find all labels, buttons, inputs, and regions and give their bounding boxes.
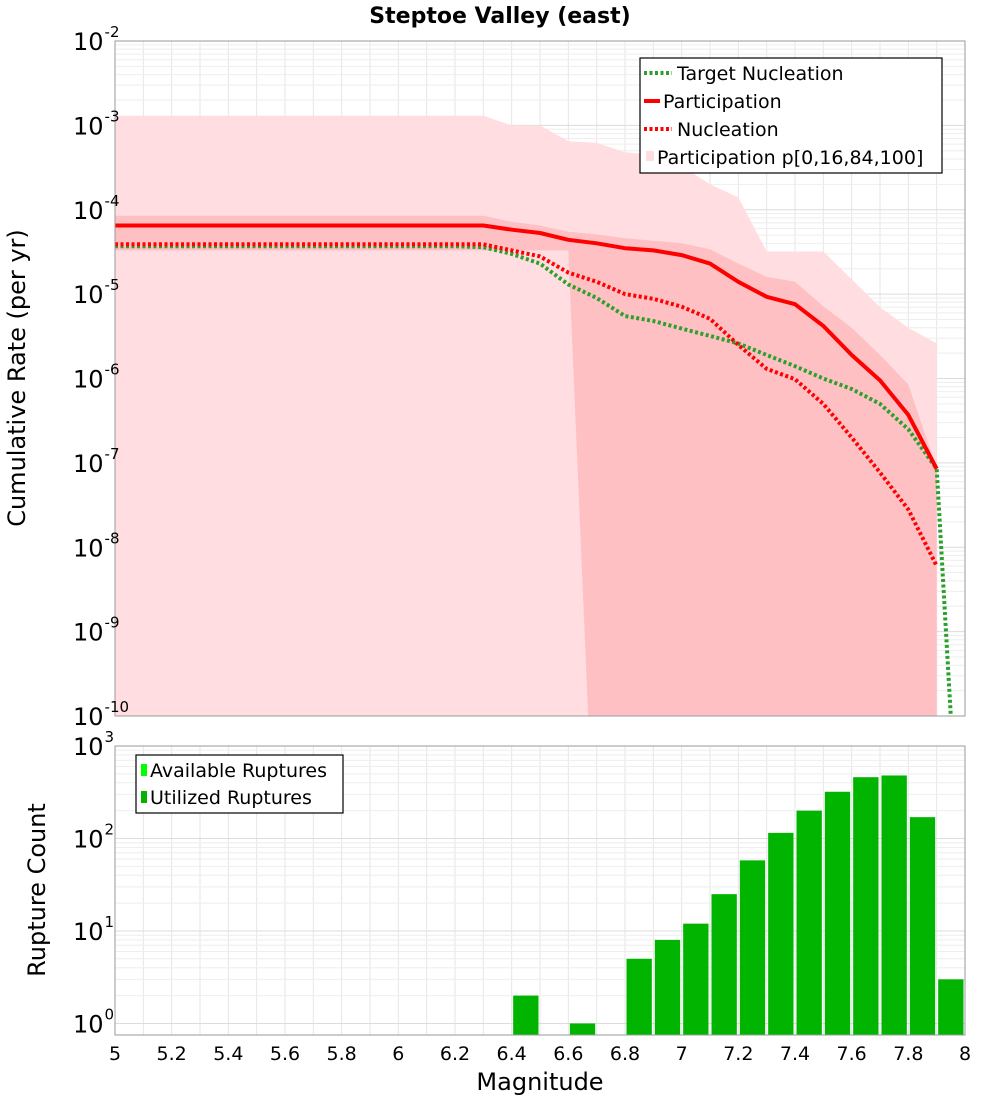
rate-y-tick-label: 10-7: [73, 445, 120, 478]
x-tick-label: 8: [959, 1043, 971, 1065]
count-y-tick-label: 103: [73, 728, 114, 761]
rate-legend: Target Nucleation Participation Nucleati…: [639, 57, 943, 174]
x-tick-label: 5.8: [327, 1043, 357, 1065]
rupture-bar: [683, 923, 709, 1035]
x-tick-label: 7: [676, 1043, 688, 1065]
count-y-tick-label: 101: [73, 913, 114, 946]
rate-y-tick-label: 10-4: [73, 192, 120, 225]
series-line-nucleation: [115, 242, 939, 567]
rate-chart: Steptoe Valley (east) 10-1010-910-810-71…: [3, 4, 966, 731]
rate-y-ticks: 10-10 10-9 10-8 10-7 10-6 10-5 10-4 10-3 10-2: [73, 23, 129, 731]
count-y-tick-label: 102: [73, 820, 114, 853]
rate-plot-frame: [114, 40, 966, 717]
rupture-bar: [654, 939, 681, 1035]
rate-y-tick-label: 10-2: [73, 23, 120, 56]
x-tick-label: 6.6: [553, 1043, 583, 1065]
rupture-bar: [739, 860, 766, 1035]
legend-swatch-participation-band: [646, 151, 654, 161]
legend-label-participation: Participation: [663, 91, 782, 113]
x-tick-label: 7.4: [780, 1043, 810, 1065]
series-line-participation: [115, 223, 939, 470]
rate-legend-box: [639, 57, 943, 174]
rupture-bar: [853, 777, 879, 1035]
x-tick-label: 6.2: [440, 1043, 470, 1065]
rate-y-tick-label: 10-6: [73, 361, 120, 394]
x-tick-label: 7.6: [837, 1043, 867, 1065]
count-y-axis-label: Rupture Count: [23, 803, 51, 977]
rate-y-tick-label: 10-5: [73, 276, 120, 309]
x-tick-label: 6.8: [610, 1043, 640, 1065]
count-y-ticks: 100 101 102 103: [73, 728, 114, 1038]
x-tick-label: 6.4: [497, 1043, 527, 1065]
rupture-bar: [824, 791, 851, 1035]
count-legend-box: [135, 754, 344, 814]
rupture-bar: [881, 775, 907, 1035]
x-axis-label: Magnitude: [476, 1068, 603, 1096]
legend-label-available-ruptures: Available Ruptures: [150, 760, 327, 782]
rate-y-axis-label: Cumulative Rate (per yr): [3, 229, 31, 527]
x-tick-label: 6: [392, 1043, 404, 1065]
x-tick-label: 5.6: [270, 1043, 300, 1065]
x-tick-label: 5.4: [213, 1043, 243, 1065]
legend-swatch-available-ruptures: [141, 764, 147, 776]
rupture-bar: [796, 810, 822, 1035]
x-tick-label: 5.2: [157, 1043, 187, 1065]
rupture-bar: [909, 817, 936, 1035]
rate-y-tick-label: 10-8: [73, 529, 120, 562]
count-plot-frame: [114, 745, 966, 1036]
legend-label-participation-band: Participation p[0,16,84,100]: [657, 147, 923, 169]
rupture-bar: [938, 979, 964, 1035]
rupture-count-chart: 100 101 102 103 5 5.2 5.4 5.6 5.8 6 6.2 6.4 6.6 6.8 7…: [23, 728, 971, 1096]
rate-y-tick-label: 10-10: [73, 698, 129, 731]
rate-y-tick-label: 10-9: [73, 614, 120, 647]
rate-y-tick-label: 10-3: [73, 107, 120, 140]
rupture-bar: [768, 832, 794, 1035]
x-tick-label: 7.2: [723, 1043, 753, 1065]
x-tick-label: 7.8: [893, 1043, 923, 1065]
legend-swatch-utilized-ruptures: [141, 791, 147, 803]
rupture-bar: [711, 894, 737, 1035]
count-y-tick-label: 100: [73, 1005, 114, 1038]
count-x-ticks: 5 5.2 5.4 5.6 5.8 6 6.2 6.4 6.6 6.8 7 7.2 7.4 7.6 7.8 8: [109, 1043, 971, 1065]
count-bars: [513, 775, 964, 1035]
x-tick-label: 5: [109, 1043, 121, 1065]
legend-label-utilized-ruptures: Utilized Ruptures: [150, 787, 312, 809]
rupture-bar: [569, 1023, 596, 1035]
rupture-bar: [513, 995, 539, 1035]
count-legend: Available Ruptures Utilized Ruptures: [135, 754, 344, 814]
legend-label-target-nucleation: Target Nucleation: [676, 63, 844, 85]
rupture-bar: [626, 958, 652, 1035]
chart-title: Steptoe Valley (east): [369, 4, 630, 29]
legend-label-nucleation: Nucleation: [677, 119, 779, 141]
rate-lines: [115, 223, 953, 717]
